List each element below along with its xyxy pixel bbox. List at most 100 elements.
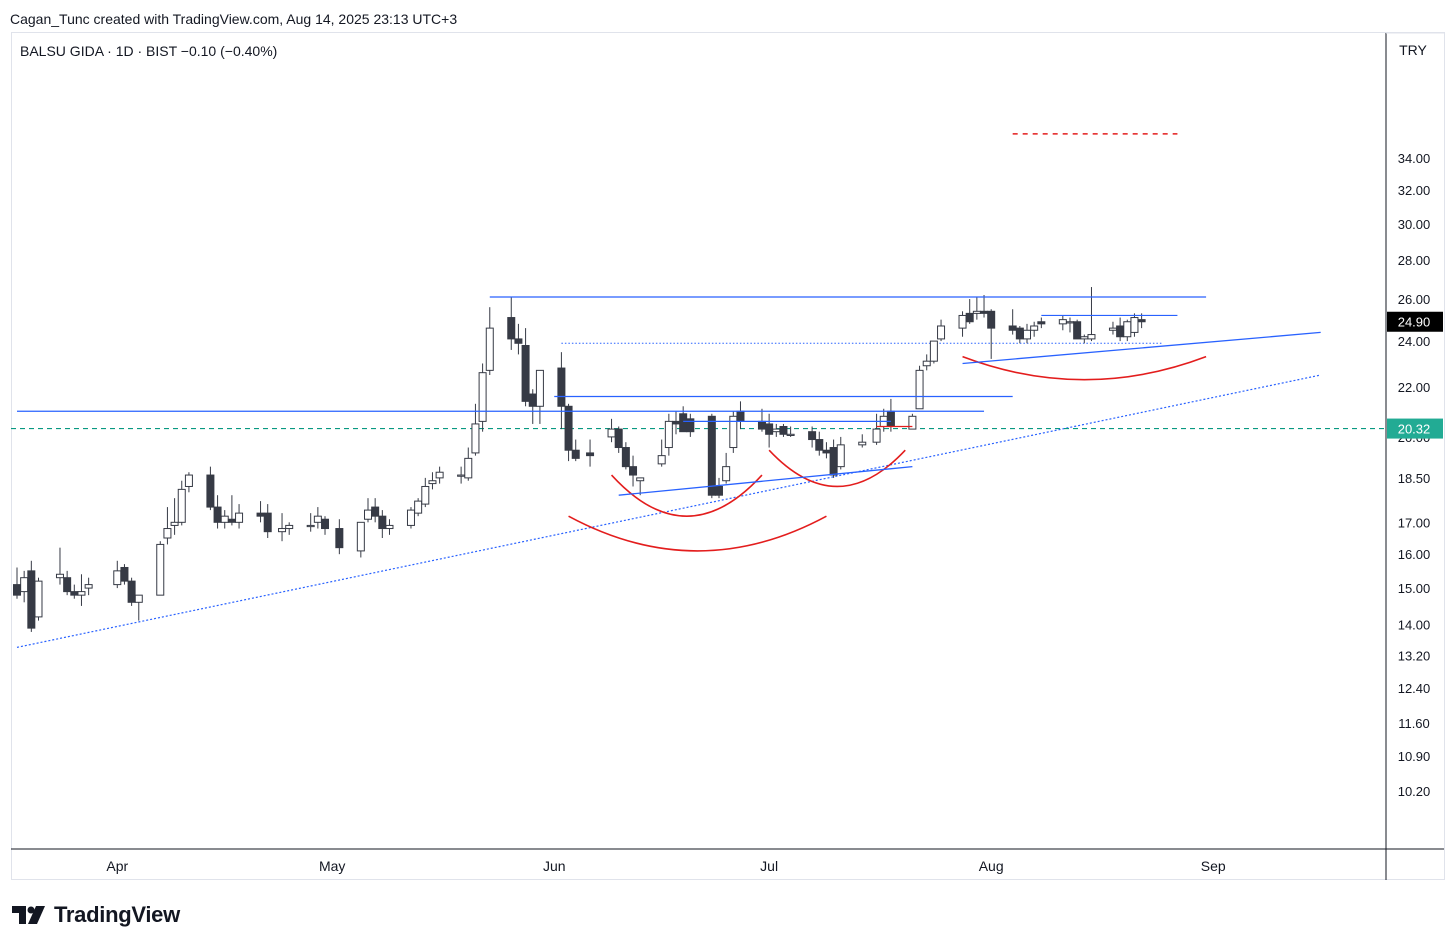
candle-body bbox=[987, 310, 996, 329]
candle-body bbox=[263, 512, 272, 533]
candle bbox=[772, 423, 781, 437]
candle bbox=[937, 319, 946, 342]
candle bbox=[836, 436, 845, 470]
price-tick-label: 18.50 bbox=[1398, 471, 1431, 486]
candle bbox=[722, 452, 731, 484]
candle-body bbox=[27, 570, 36, 629]
candle-body bbox=[929, 340, 938, 362]
candle bbox=[206, 466, 215, 511]
candle-body bbox=[235, 512, 244, 523]
candle bbox=[20, 570, 29, 603]
candle bbox=[757, 408, 766, 432]
candle-body bbox=[213, 506, 222, 523]
candle-body bbox=[321, 518, 330, 530]
candle-body bbox=[757, 420, 766, 430]
candle-body bbox=[120, 566, 129, 582]
time-tick-label: Jul bbox=[760, 858, 778, 874]
candle-body bbox=[313, 515, 322, 523]
candle bbox=[987, 309, 996, 359]
candle bbox=[34, 577, 43, 621]
candle bbox=[1116, 317, 1125, 342]
candle-body bbox=[170, 521, 179, 526]
candle-body bbox=[1123, 321, 1132, 338]
candle-body bbox=[34, 580, 43, 618]
candle bbox=[1015, 325, 1024, 344]
candle bbox=[1073, 319, 1082, 340]
price-tick-label: 12.40 bbox=[1398, 681, 1431, 696]
candle-body bbox=[858, 441, 867, 446]
candle-body bbox=[815, 439, 824, 451]
candle bbox=[1058, 315, 1067, 331]
candle bbox=[263, 504, 272, 539]
candle-body bbox=[872, 428, 881, 443]
candle-body bbox=[958, 314, 967, 329]
candle-body bbox=[1058, 319, 1067, 325]
price-tick-label: 14.00 bbox=[1398, 617, 1431, 632]
tradingview-brand[interactable]: TradingView bbox=[12, 902, 180, 928]
candle-body bbox=[886, 410, 895, 428]
candle-body bbox=[421, 485, 430, 505]
candle bbox=[184, 472, 193, 493]
candle bbox=[621, 442, 630, 470]
candle-body bbox=[1137, 319, 1146, 323]
candle bbox=[765, 413, 774, 448]
candle bbox=[1130, 313, 1139, 337]
candle-body bbox=[808, 431, 817, 441]
candle bbox=[829, 439, 838, 478]
candle bbox=[27, 560, 36, 632]
candle-body bbox=[385, 524, 394, 530]
candle-body bbox=[1023, 329, 1032, 340]
candle-body bbox=[1080, 336, 1089, 340]
candles bbox=[13, 287, 1146, 632]
candle bbox=[406, 507, 415, 529]
candle-body bbox=[786, 433, 795, 436]
candle-body bbox=[736, 410, 745, 422]
candle bbox=[421, 477, 430, 508]
candle bbox=[872, 413, 881, 445]
candle-body bbox=[156, 543, 165, 596]
candle-body bbox=[722, 466, 731, 482]
candle-body bbox=[714, 485, 723, 496]
candle-body bbox=[822, 449, 831, 454]
candle bbox=[306, 513, 315, 532]
candle bbox=[77, 574, 86, 606]
candle bbox=[1008, 309, 1017, 335]
time-tick-label: Jun bbox=[543, 858, 566, 874]
candle bbox=[714, 477, 723, 499]
candle-body bbox=[937, 325, 946, 340]
candle-body bbox=[371, 506, 380, 517]
candle bbox=[922, 354, 931, 371]
brand-name: TradingView bbox=[54, 902, 180, 927]
candle bbox=[321, 516, 330, 535]
candle-body bbox=[63, 577, 72, 593]
price-tick-label: 24.00 bbox=[1398, 334, 1431, 349]
candle bbox=[736, 401, 745, 430]
price-tick-label: 10.90 bbox=[1398, 749, 1431, 764]
candle bbox=[1123, 319, 1132, 342]
rounding-bottom-arc bbox=[568, 515, 827, 552]
candle bbox=[113, 560, 122, 589]
candle bbox=[1023, 323, 1032, 344]
candle bbox=[285, 522, 294, 535]
candle-body bbox=[571, 449, 580, 459]
time-tick-label: Apr bbox=[106, 858, 128, 874]
price-tick-label: 16.00 bbox=[1398, 547, 1431, 562]
candle-body bbox=[636, 477, 645, 482]
candle bbox=[363, 498, 372, 523]
price-tick-label: 17.00 bbox=[1398, 515, 1431, 530]
candle-body bbox=[478, 372, 487, 422]
candle-body bbox=[285, 524, 294, 530]
candle-body bbox=[256, 512, 265, 517]
candle-body bbox=[13, 584, 21, 596]
candle bbox=[235, 504, 244, 529]
candle bbox=[177, 480, 186, 526]
candle-body bbox=[614, 428, 623, 449]
candle bbox=[84, 577, 93, 596]
rounding-bottom-arc bbox=[768, 449, 906, 488]
candle bbox=[485, 307, 494, 376]
candle-body bbox=[20, 577, 29, 593]
candle-body bbox=[113, 570, 122, 586]
candle-body bbox=[485, 327, 494, 371]
candle-body bbox=[1015, 327, 1024, 340]
